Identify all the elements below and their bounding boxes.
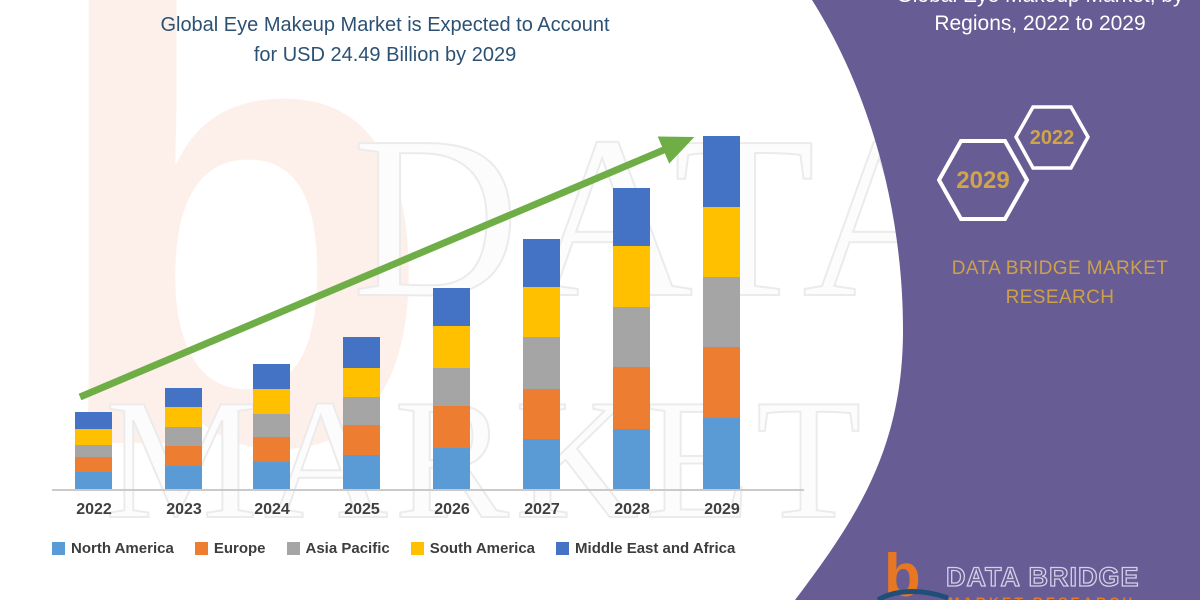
bar-segment-asia-pacific [253,414,290,438]
brand-name-line1: DATA BRIDGE MARKET [951,258,1169,279]
bar-segment-asia-pacific [75,445,112,457]
hexagon-2022: 2022 [1013,105,1091,170]
legend-swatch-icon [286,542,300,555]
hexagon-outline-icon [1013,105,1091,170]
bar-segment-north-america [75,472,112,489]
footer-brand-line2: MARKET RESEARCH [948,594,1135,600]
legend-swatch-icon [410,542,424,555]
bar-segment-asia-pacific [703,276,740,348]
bar-segment-south-america [703,206,740,277]
bar-2029 [703,135,740,489]
legend-swatch-icon [556,542,570,555]
x-axis-line [52,489,804,491]
page-title-line2: for USD 24.49 Billion by 2029 [253,44,517,66]
panel-caption-line2: Regions, 2022 to 2029 [934,12,1146,35]
bar-segment-south-america [253,389,290,415]
bar-segment-asia-pacific [343,397,380,425]
bar-segment-europe [75,457,112,472]
x-axis-label-2025: 2025 [344,501,380,518]
bar-segment-europe [165,445,202,466]
bar-2023 [165,387,202,489]
bar-segment-middle-east-and-africa [613,188,650,246]
hexagon-outline-icon [936,139,1030,221]
bar-segment-asia-pacific [613,307,650,367]
bar-segment-south-america [343,368,380,397]
bar-segment-europe [343,425,380,455]
bar-segment-asia-pacific [165,426,202,446]
x-axis-label-2024: 2024 [254,501,290,518]
bar-segment-asia-pacific [433,368,470,407]
bar-segment-north-america [165,465,202,489]
footer-brand-line1: DATA BRIDGE [945,561,1140,592]
bar-segment-europe [253,437,290,462]
bar-segment-south-america [433,326,470,369]
bar-segment-north-america [433,448,470,489]
x-axis-label-2029: 2029 [704,501,740,518]
legend-item-south-america: South America [410,540,536,557]
x-axis-label-2023: 2023 [166,501,202,518]
bar-segment-north-america [703,417,740,489]
bar-segment-south-america [165,406,202,427]
bar-segment-north-america [343,455,380,489]
bar-segment-middle-east-and-africa [165,387,202,407]
x-axis-label-2022: 2022 [76,501,112,518]
legend-label: Asia Pacific [305,540,390,557]
bar-2028 [613,188,650,489]
bar-2027 [523,239,560,489]
x-axis-label-2026: 2026 [434,501,470,518]
bar-segment-middle-east-and-africa [253,364,290,390]
legend-item-europe: Europe [194,540,266,557]
legend-swatch-icon [194,542,208,555]
legend-item-middle-east-and-africa: Middle East and Africa [556,540,735,557]
bar-segment-north-america [253,462,290,489]
page-title: Global Eye Makeup Market is Expected to … [55,10,715,70]
bar-segment-europe [613,367,650,429]
bar-2022 [75,412,112,489]
panel-caption-line1-clipped: Global Eye Makeup Market, by [880,0,1200,9]
bar-segment-asia-pacific [523,337,560,389]
bar-segment-north-america [523,439,560,489]
brand-name-line2: RESEARCH [1005,287,1115,308]
bar-2025 [343,337,380,489]
bar-segment-europe [433,406,470,449]
bar-2026 [433,288,470,489]
bar-segment-middle-east-and-africa [433,288,470,327]
bar-segment-europe [523,389,560,439]
x-axis-label-2027: 2027 [524,501,560,518]
bar-segment-north-america [613,429,650,489]
brand-name-text: DATA BRIDGE MARKET RESEARCH [915,254,1200,312]
hexagon-2022-label: 2022 [1029,127,1075,149]
bar-segment-europe [703,347,740,418]
bar-segment-middle-east-and-africa [703,135,740,207]
legend-label: North America [71,540,174,557]
legend-item-north-america: North America [52,540,174,557]
bar-2024 [253,364,290,489]
bar-segment-middle-east-and-africa [343,337,380,368]
page-title-line1: Global Eye Makeup Market is Expected to … [160,14,610,36]
chart-legend: North America Europe Asia Pacific South Ame… [52,540,735,557]
hexagon-2029-label: 2029 [956,167,1010,194]
bar-segment-south-america [613,246,650,307]
legend-label: Europe [213,540,266,557]
footer-logo-swoosh-icon [876,589,949,600]
hexagon-2029: 2029 [936,139,1030,221]
legend-label: South America [429,540,536,557]
bar-segment-middle-east-and-africa [75,412,112,429]
bar-segment-south-america [523,287,560,337]
bar-segment-south-america [75,429,112,445]
legend-label: Middle East and Africa [575,540,736,557]
bar-segment-middle-east-and-africa [523,239,560,287]
x-axis-label-2028: 2028 [614,501,650,518]
legend-item-asia-pacific: Asia Pacific [286,540,390,557]
legend-swatch-icon [52,542,65,555]
